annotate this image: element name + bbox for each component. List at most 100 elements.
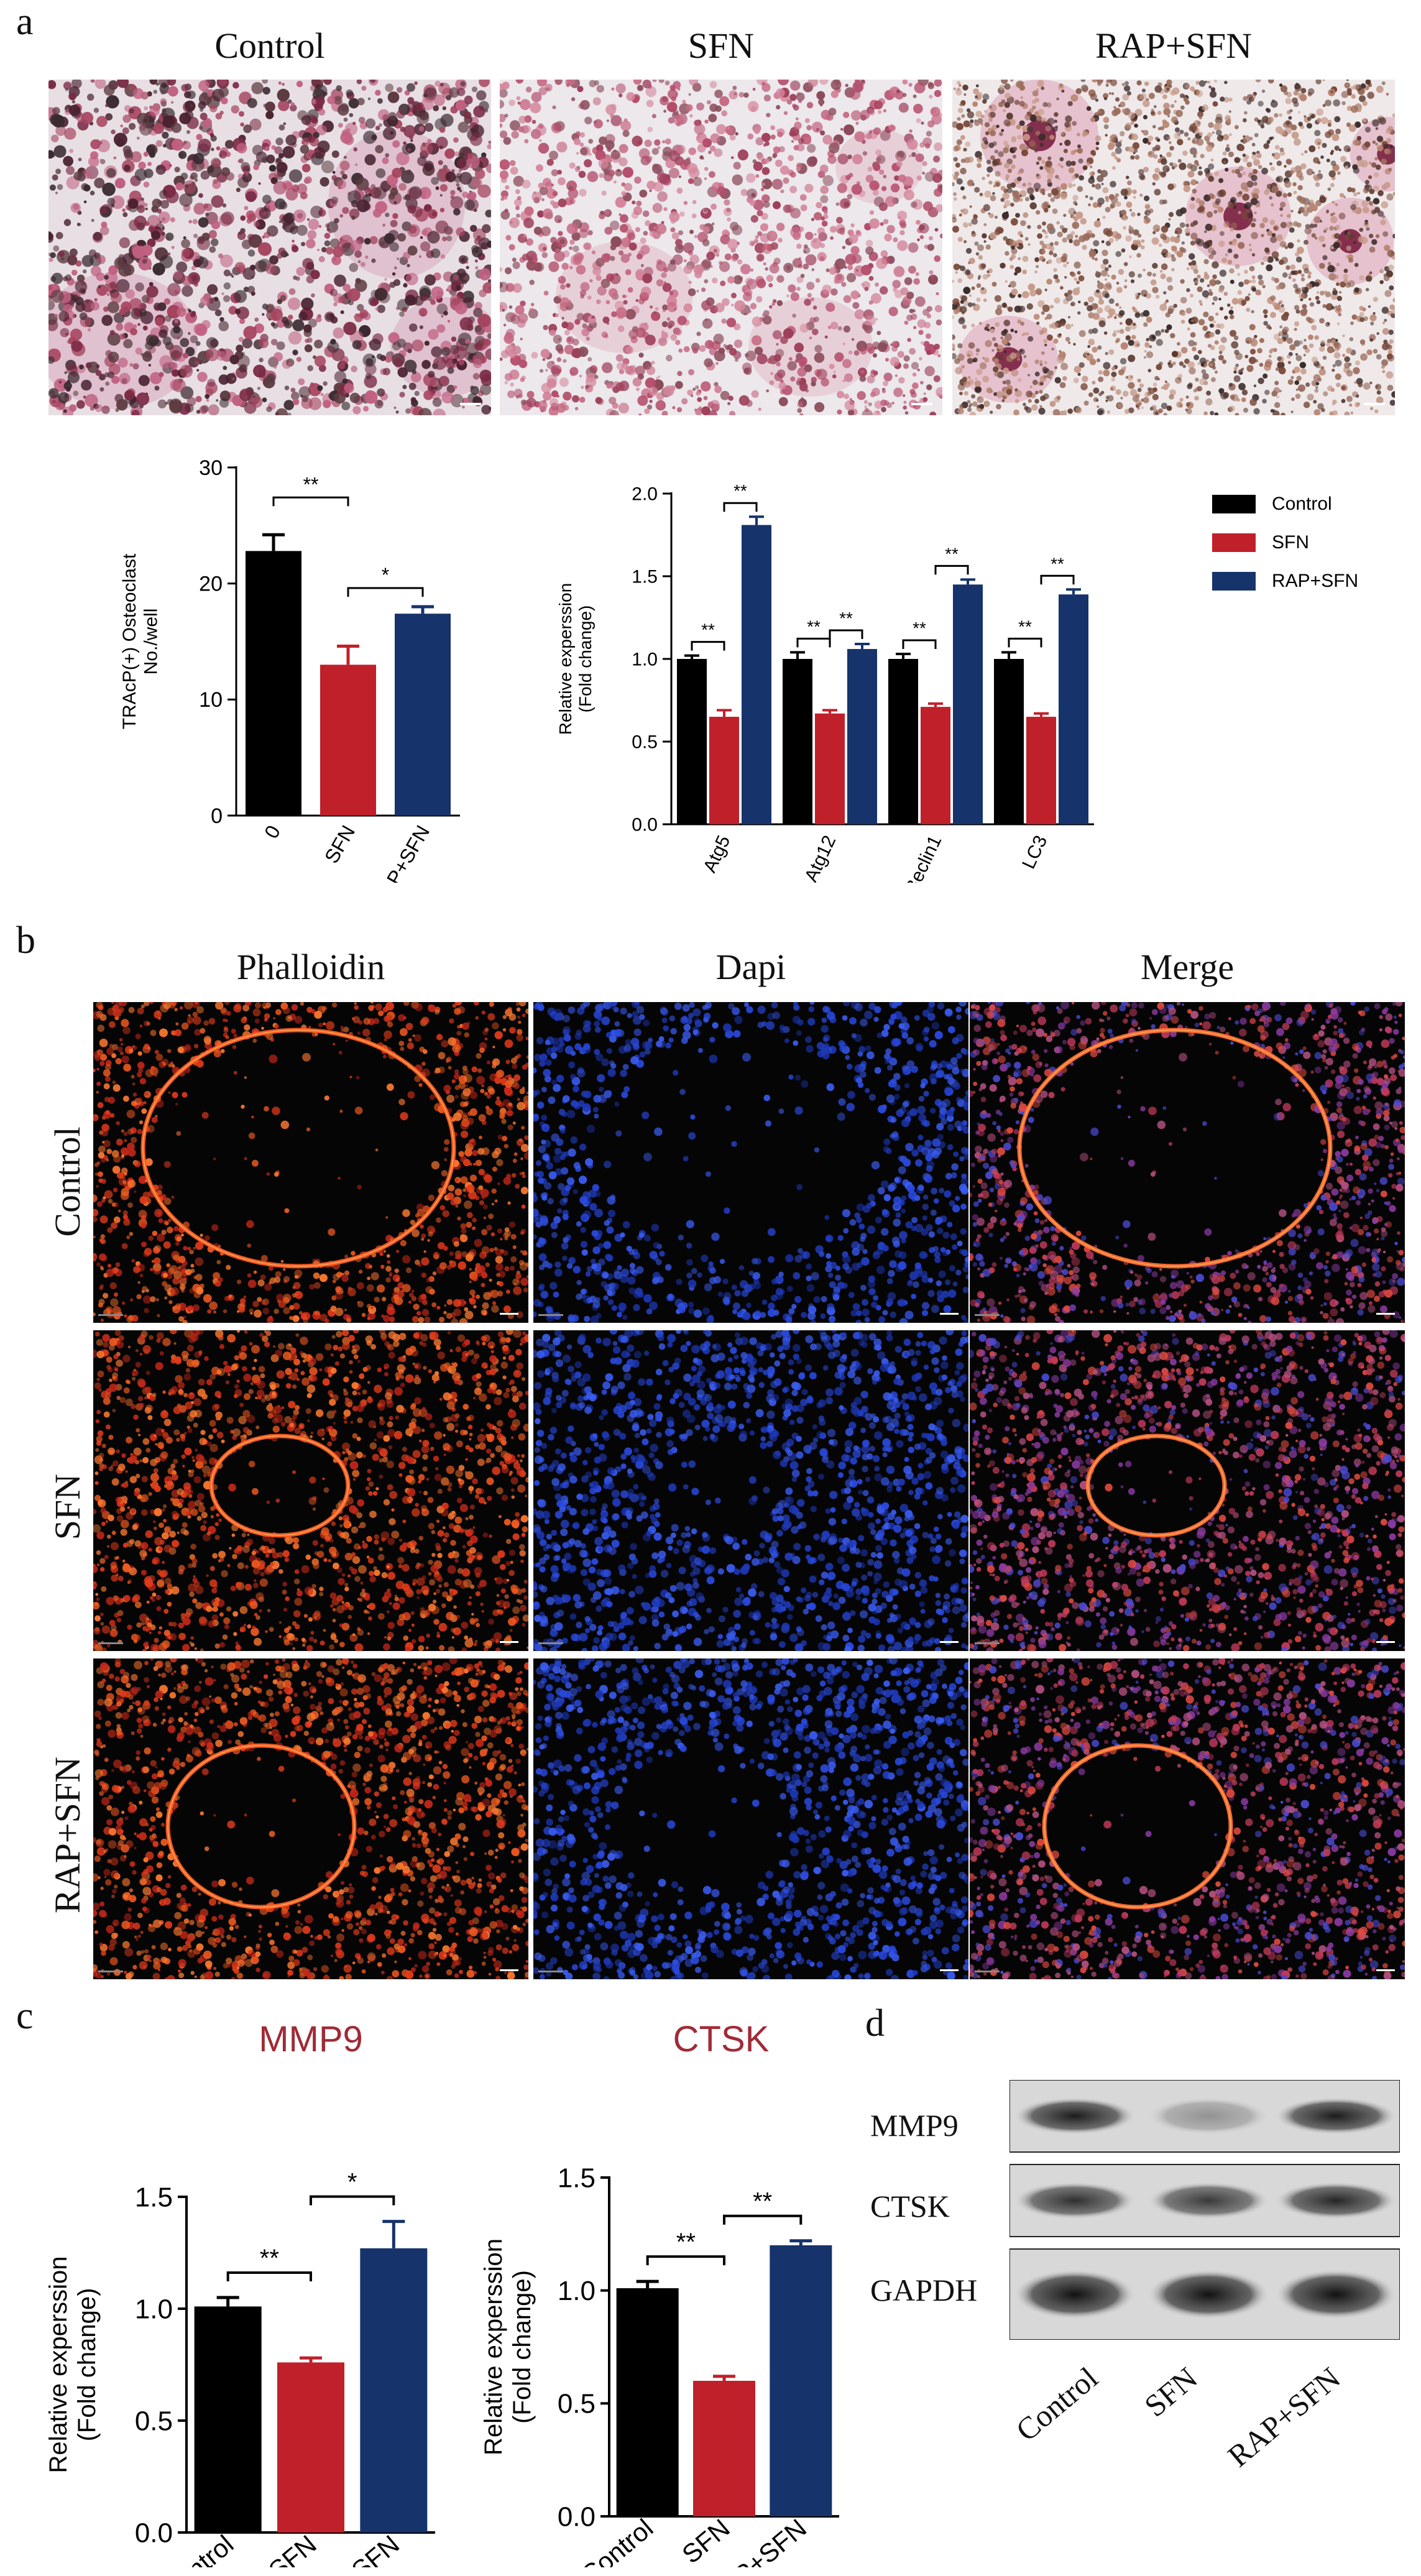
significance-bracket — [310, 2195, 395, 2206]
y-tick-label: 0.0 — [558, 2501, 596, 2532]
chart-autophagy-genes: 0.0 0.5 1.0 1.5 2.0 Relative experssion (Fold … — [547, 460, 1411, 896]
blot-band — [1014, 2097, 1136, 2135]
bar — [770, 2245, 832, 2516]
x-tick-label: Beclin1 — [901, 832, 945, 896]
y-tick-label: 10 — [199, 688, 223, 712]
panel-label-b: b — [16, 919, 35, 962]
significance-label: ** — [303, 473, 319, 495]
x-tick-label: Atg12 — [801, 832, 840, 885]
significance-bracket — [646, 2255, 725, 2266]
fluor-phalloidin-control — [93, 1002, 528, 1323]
blot-band — [1275, 2270, 1397, 2319]
bar — [709, 717, 739, 824]
significance-label: ** — [676, 2229, 696, 2256]
legend-swatch — [1212, 533, 1256, 552]
panel-label-c: c — [16, 1995, 34, 2037]
significance-bracket — [691, 641, 725, 651]
x-tick-label: SFN — [676, 2513, 735, 2569]
significance-label: ** — [260, 2245, 279, 2272]
fluor-phalloidin-rap-sfn — [93, 1658, 528, 1979]
x-tick-label: 0 — [260, 822, 285, 842]
bar — [320, 665, 376, 816]
y-tick-label: 1.5 — [632, 567, 658, 587]
significance-label: ** — [1018, 617, 1032, 636]
legend-label: Control — [1272, 494, 1332, 514]
x-tick-label: Atg5 — [699, 832, 734, 876]
y-tick-label: 20 — [199, 573, 223, 596]
blot-band — [1014, 2182, 1136, 2219]
bar — [953, 584, 983, 824]
y-axis-label: Relative experssion (Fold change) — [556, 583, 595, 735]
panel-label-d: d — [865, 2002, 885, 2045]
fluor-phalloidin-sfn — [93, 1330, 528, 1651]
significance-label: ** — [753, 2188, 772, 2215]
legend-swatch — [1212, 495, 1256, 513]
significance-label: ** — [945, 544, 959, 563]
y-tick-label: 0 — [211, 804, 223, 828]
trap-stain-image-control — [48, 80, 491, 415]
bar — [1059, 594, 1088, 824]
image-title-sfn: SFN — [688, 25, 755, 66]
y-axis-label: Relative experssion (Fold change) — [480, 2238, 536, 2455]
y-tick-label: 1.5 — [135, 2182, 173, 2212]
fluor-merge-rap-sfn — [970, 1658, 1405, 1979]
y-tick-label: 1.0 — [558, 2276, 596, 2306]
significance-label: ** — [913, 619, 926, 638]
y-tick-label: 0.0 — [632, 815, 658, 835]
y-tick-label: 0.0 — [135, 2518, 173, 2548]
y-tick-label: 2.0 — [632, 484, 658, 505]
blot-band — [1147, 2097, 1269, 2135]
significance-bracket — [272, 496, 349, 507]
image-title-rap-sfn: RAP+SFN — [1095, 25, 1252, 66]
significance-bracket — [723, 2214, 802, 2225]
bar — [815, 713, 845, 824]
column-title-phalloidin: Phalloidin — [236, 947, 385, 987]
column-title-merge: Merge — [1140, 947, 1235, 987]
bar — [921, 707, 950, 824]
significance-bracket — [1040, 574, 1075, 585]
chart-ctsk: CTSK 0.0 0.5 1.0 1.5 Relative experssion (Fold… — [472, 2008, 870, 2576]
y-axis-label: TRAcP(+) Osteoclast No./well — [119, 553, 162, 729]
blot-band — [1275, 2182, 1397, 2219]
significance-label: * — [382, 564, 389, 586]
column-title-dapi: Dapi — [715, 947, 786, 987]
lane-label-control: Control — [1009, 2360, 1105, 2448]
significance-bracket — [723, 502, 758, 512]
significance-label: ** — [839, 609, 853, 628]
row-label-rap-sfn: RAP+SFN — [47, 1757, 88, 1913]
bar — [677, 659, 707, 824]
trap-stain-image-rap-sfn — [952, 80, 1395, 415]
bar — [360, 2248, 428, 2532]
y-tick-label: 30 — [199, 456, 223, 480]
legend-label: SFN — [1272, 532, 1309, 553]
bar — [395, 614, 451, 816]
significance-bracket — [829, 629, 863, 640]
panel-label-a: a — [16, 1, 34, 43]
blot-label-gapdh: GAPDH — [870, 2273, 978, 2307]
significance-label: * — [347, 2169, 357, 2196]
row-label-control: Control — [47, 1126, 88, 1237]
significance-label: ** — [807, 617, 821, 636]
bar — [742, 525, 771, 824]
image-title-control: Control — [214, 25, 325, 66]
blot-band — [1147, 2182, 1269, 2219]
bar — [616, 2288, 679, 2516]
y-tick-label: 1.5 — [558, 2163, 596, 2193]
chart-title: CTSK — [673, 2019, 770, 2059]
bar — [246, 551, 301, 816]
fluor-dapi-control — [533, 1002, 968, 1323]
legend-label: RAP+SFN — [1272, 571, 1358, 591]
blot-band — [1275, 2097, 1397, 2135]
bar — [888, 659, 918, 824]
y-tick-label: 1.0 — [632, 650, 658, 670]
fluor-merge-sfn — [970, 1330, 1405, 1651]
fluor-dapi-sfn — [533, 1330, 968, 1651]
x-tick-label: SFN — [320, 822, 359, 867]
x-tick-label: LC3 — [1018, 832, 1051, 872]
significance-label: ** — [701, 620, 715, 640]
x-tick-label: RAP+SFN — [369, 822, 434, 913]
blot-label-ctsk: CTSK — [870, 2189, 950, 2224]
fluor-merge-control — [970, 1002, 1405, 1323]
bar — [194, 2306, 262, 2532]
blot-band — [1014, 2270, 1136, 2319]
